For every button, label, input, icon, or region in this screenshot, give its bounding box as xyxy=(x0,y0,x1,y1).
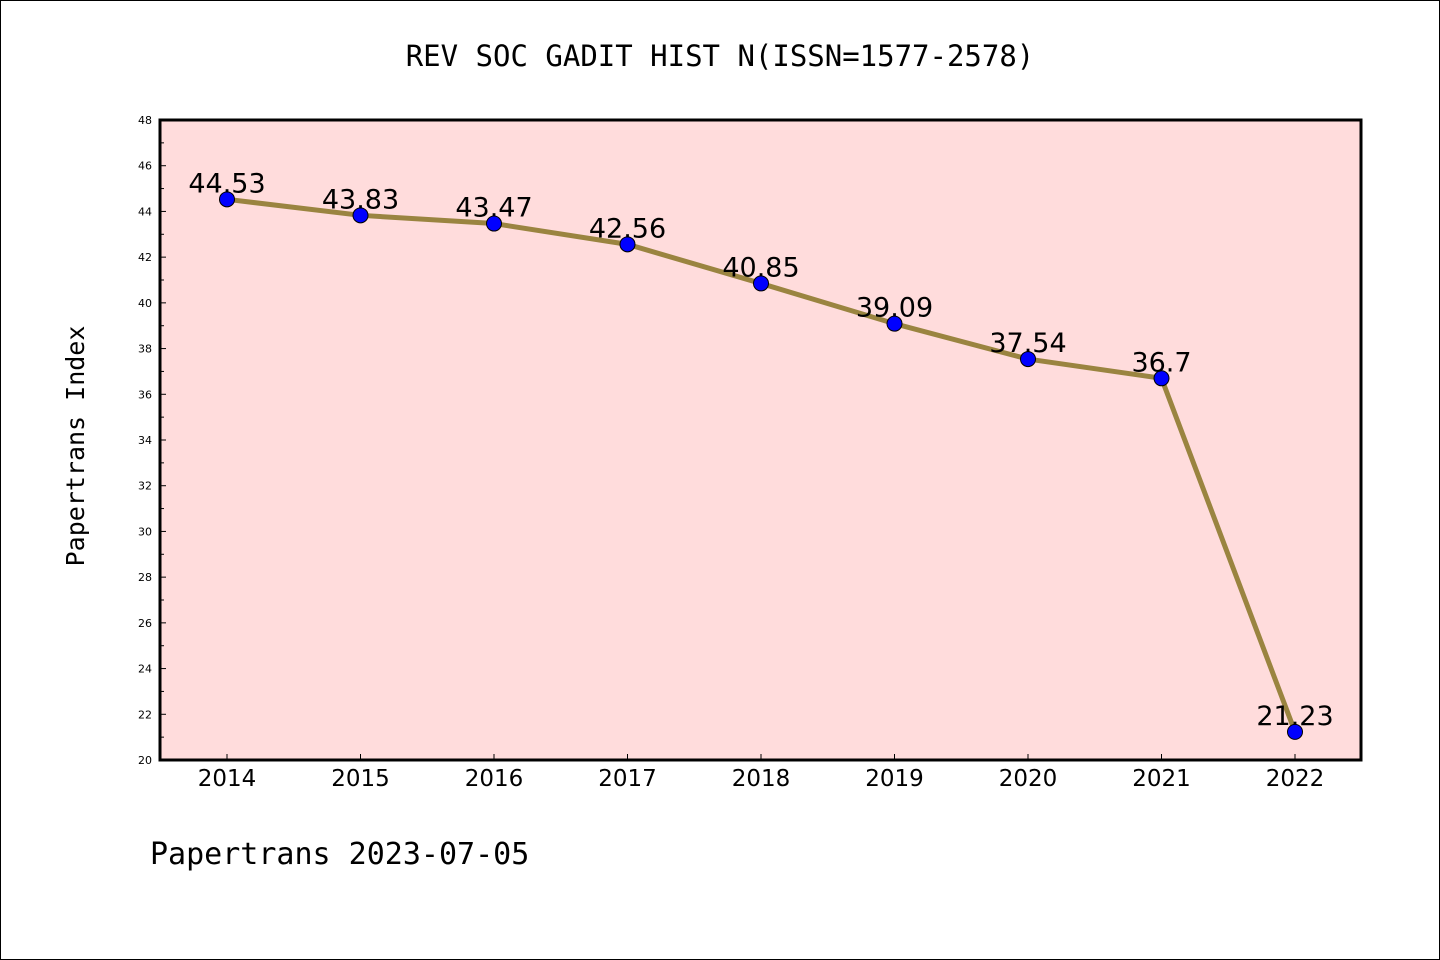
y-tick-label: 32 xyxy=(138,480,152,493)
y-tick-label: 48 xyxy=(138,114,152,127)
data-label: 36.7 xyxy=(1131,347,1191,378)
data-label: 37.54 xyxy=(989,328,1066,359)
data-point xyxy=(886,315,903,332)
y-tick-label: 20 xyxy=(138,754,152,767)
y-tick-label: 36 xyxy=(138,388,152,401)
chart-title: REV SOC GADIT HIST N(ISSN=1577-2578) xyxy=(406,39,1035,73)
y-tick-label: 24 xyxy=(138,663,152,676)
data-label: 21.23 xyxy=(1256,701,1333,732)
x-tick-label: 2016 xyxy=(465,766,524,792)
data-point xyxy=(619,236,636,253)
data-label: 39.09 xyxy=(856,293,933,324)
data-labels: 44.53 43.83 43.47 42.56 40.85 39.09 37.54 36.7 2… xyxy=(188,168,1333,732)
y-axis-label: Papertrans Index xyxy=(61,326,90,567)
data-label: 44.53 xyxy=(188,168,265,199)
x-tick-label: 2020 xyxy=(999,766,1058,792)
y-tick-label: 44 xyxy=(138,205,152,218)
footer-text: Papertrans 2023-07-05 xyxy=(150,837,529,872)
y-tick-label: 22 xyxy=(138,708,152,721)
data-label: 42.56 xyxy=(589,213,666,244)
data-label: 43.47 xyxy=(455,193,532,224)
x-tick-label: 2021 xyxy=(1132,766,1191,792)
data-point xyxy=(1153,370,1170,387)
y-tick-label: 28 xyxy=(138,571,152,584)
data-point xyxy=(352,207,369,224)
data-point xyxy=(1020,351,1036,368)
x-tick-label: 2022 xyxy=(1266,766,1325,792)
data-point xyxy=(219,191,235,208)
y-tick-label: 30 xyxy=(138,525,152,538)
x-tick-label: 2018 xyxy=(732,766,791,792)
y-tick-label: 46 xyxy=(138,160,152,173)
data-markers xyxy=(219,191,1303,740)
y-tick-label: 38 xyxy=(138,343,152,356)
data-point xyxy=(753,275,769,292)
y-tick-label: 40 xyxy=(138,297,152,310)
plot-area xyxy=(158,118,1363,762)
data-label: 43.83 xyxy=(322,184,399,215)
data-label: 40.85 xyxy=(722,252,799,283)
y-tick-label: 34 xyxy=(138,434,152,447)
x-tick-label: 2017 xyxy=(598,766,657,792)
data-point xyxy=(486,215,502,232)
data-point xyxy=(1287,723,1303,740)
x-tick-label: 2014 xyxy=(198,766,257,792)
y-axis-ticks: 20 22 24 26 28 30 32 34 36 38 40 42 44 46 48 xyxy=(138,114,166,767)
x-tick-label: 2019 xyxy=(865,766,924,792)
y-tick-label: 42 xyxy=(138,251,152,264)
x-tick-label: 2015 xyxy=(331,766,390,792)
y-tick-label: 26 xyxy=(138,617,152,630)
x-axis-ticks: 2014 2015 2016 2017 2018 2019 2020 2021 2022 xyxy=(198,754,1325,792)
